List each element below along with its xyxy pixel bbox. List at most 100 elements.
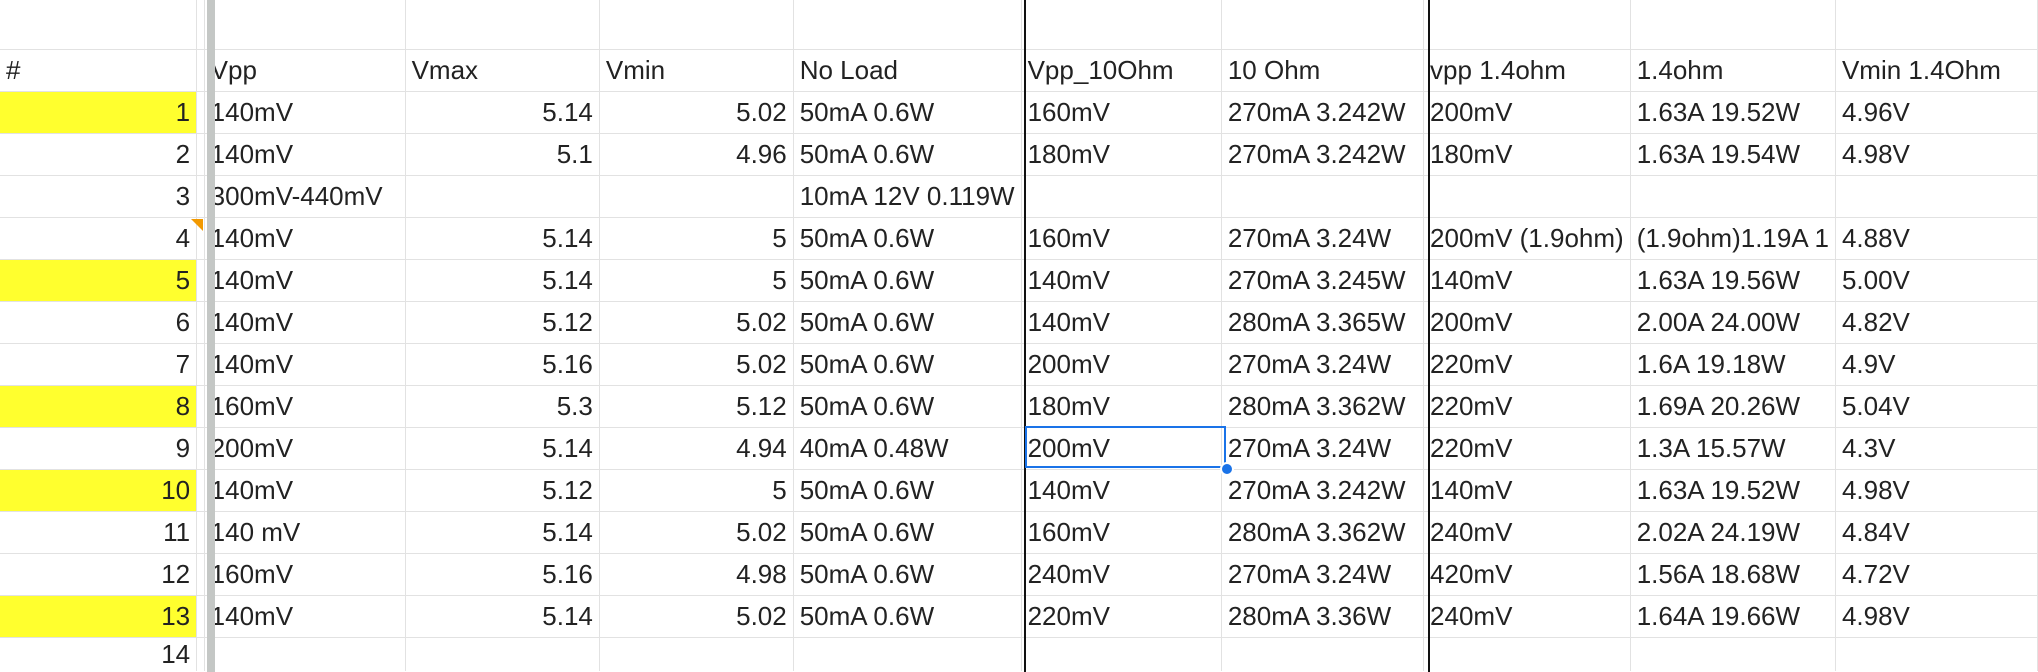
cell[interactable] [1021,0,1222,50]
cell-noload[interactable]: 50mA 0.6W [793,553,1022,596]
cell-ohm10[interactable]: 270mA 3.24W [1221,427,1425,470]
cell-vmin14[interactable]: 4.98V [1835,469,2038,512]
cell-noload[interactable]: 50mA 0.6W [793,595,1022,638]
cell-vpp[interactable]: 140mV [204,595,406,638]
cell-vpp10[interactable]: 200mV [1021,427,1222,470]
cell-vmin14[interactable]: 4.3V [1835,427,2038,470]
cell-noload[interactable]: 50mA 0.6W [793,259,1022,302]
cell-vmin[interactable]: 5.12 [599,385,794,428]
cell-vpp14[interactable]: 140mV [1423,469,1631,512]
cell-ohm14[interactable]: 1.6A 19.18W [1630,343,1836,386]
cell-vmax[interactable]: 5.1 [405,133,600,176]
cell-vpp[interactable]: 160mV [204,553,406,596]
cell-vpp[interactable]: 140mV [204,91,406,134]
cell-noload[interactable]: 50mA 0.6W [793,385,1022,428]
cell-vmin[interactable]: 5 [599,217,794,260]
cell[interactable] [0,0,198,50]
cell-vmin[interactable]: 4.94 [599,427,794,470]
cell-vmin14[interactable] [1835,175,2038,218]
cell-ohm14[interactable]: 1.63A 19.56W [1630,259,1836,302]
header-cell[interactable]: 1.4ohm [1630,49,1836,92]
cell-vpp14[interactable]: 240mV [1423,511,1631,554]
cell-vmax[interactable]: 5.14 [405,595,600,638]
cell-vpp10[interactable]: 160mV [1021,511,1222,554]
cell-vmax[interactable]: 5.14 [405,259,600,302]
cell-vmin[interactable]: 5 [599,259,794,302]
cell-vmin14[interactable]: 4.98V [1835,133,2038,176]
cell-noload[interactable]: 50mA 0.6W [793,91,1022,134]
cell-vmin14[interactable]: 4.84V [1835,511,2038,554]
row-number-cell[interactable]: 11 [0,511,198,554]
cell-ohm14[interactable]: (1.9ohm)1.19A 1 [1630,217,1836,260]
row-number-cell[interactable]: 5 [0,259,198,302]
header-cell[interactable]: 10 Ohm [1221,49,1425,92]
cell-vmin14[interactable]: 4.96V [1835,91,2038,134]
row-number-cell[interactable]: 6 [0,301,198,344]
cell-vpp[interactable]: 140 mV [204,511,406,554]
cell-vpp10[interactable]: 160mV [1021,217,1222,260]
header-cell[interactable]: # [0,49,198,92]
cell-ohm10[interactable]: 270mA 3.245W [1221,259,1425,302]
cell-vmin[interactable]: 4.98 [599,553,794,596]
cell-ohm10[interactable]: 270mA 3.242W [1221,91,1425,134]
cell[interactable] [1423,0,1631,50]
cell-vmax[interactable]: 5.12 [405,301,600,344]
cell-noload[interactable]: 50mA 0.6W [793,511,1022,554]
cell-ohm10[interactable]: 280mA 3.362W [1221,385,1425,428]
cell-vmin[interactable]: 5.02 [599,91,794,134]
cell[interactable] [1835,0,2038,50]
header-cell[interactable]: Vpp_10Ohm [1021,49,1222,92]
cell-ohm10[interactable]: 280mA 3.362W [1221,511,1425,554]
cell-vmax[interactable]: 5.14 [405,511,600,554]
cell-noload[interactable]: 50mA 0.6W [793,217,1022,260]
cell[interactable] [1835,637,2038,671]
cell-vpp14[interactable]: 220mV [1423,385,1631,428]
cell-vmax[interactable]: 5.14 [405,217,600,260]
cell-vpp10[interactable]: 140mV [1021,259,1222,302]
cell-noload[interactable]: 40mA 0.48W [793,427,1022,470]
cell-noload[interactable]: 50mA 0.6W [793,469,1022,512]
cell[interactable] [405,637,600,671]
cell-vmin[interactable]: 4.96 [599,133,794,176]
cell-vpp14[interactable]: 220mV [1423,427,1631,470]
cell[interactable] [793,0,1022,50]
fill-handle[interactable] [1220,462,1234,476]
cell-vmax[interactable]: 5.16 [405,343,600,386]
row-number-cell[interactable]: 13 [0,595,198,638]
cell-ohm10[interactable] [1221,175,1425,218]
cell[interactable] [1630,637,1836,671]
cell-ohm14[interactable]: 2.02A 24.19W [1630,511,1836,554]
row-number-cell[interactable]: 10 [0,469,198,512]
cell-vpp14[interactable] [1423,175,1631,218]
cell-vmin14[interactable]: 5.00V [1835,259,2038,302]
cell-vmax[interactable]: 5.14 [405,427,600,470]
cell[interactable] [1021,637,1222,671]
cell-vpp10[interactable]: 180mV [1021,385,1222,428]
cell-vpp10[interactable]: 140mV [1021,301,1222,344]
cell-vmin[interactable]: 5.02 [599,595,794,638]
cell-ohm10[interactable]: 270mA 3.242W [1221,133,1425,176]
frozen-column-divider[interactable] [207,0,215,672]
cell-vpp14[interactable]: 180mV [1423,133,1631,176]
cell-vpp[interactable]: 140mV [204,343,406,386]
cell-vpp14[interactable]: 200mV [1423,301,1631,344]
cell-vpp10[interactable]: 200mV [1021,343,1222,386]
cell-vmin14[interactable]: 4.88V [1835,217,2038,260]
cell[interactable] [1221,0,1425,50]
cell-vpp10[interactable]: 140mV [1021,469,1222,512]
cell-vpp[interactable]: 140mV [204,259,406,302]
cell-vmin14[interactable]: 5.04V [1835,385,2038,428]
cell-vmax[interactable]: 5.14 [405,91,600,134]
cell-ohm14[interactable]: 1.64A 19.66W [1630,595,1836,638]
cell-vpp10[interactable]: 240mV [1021,553,1222,596]
cell-vmin[interactable] [599,175,794,218]
cell[interactable] [405,0,600,50]
row-number-cell[interactable]: 7 [0,343,198,386]
cell-vpp14[interactable]: 240mV [1423,595,1631,638]
cell-ohm14[interactable]: 1.56A 18.68W [1630,553,1836,596]
header-cell[interactable]: Vmin [599,49,794,92]
cell-vmax[interactable]: 5.16 [405,553,600,596]
comment-marker[interactable] [191,219,203,231]
cell-vmin[interactable]: 5.02 [599,301,794,344]
header-cell[interactable]: Vmax [405,49,600,92]
